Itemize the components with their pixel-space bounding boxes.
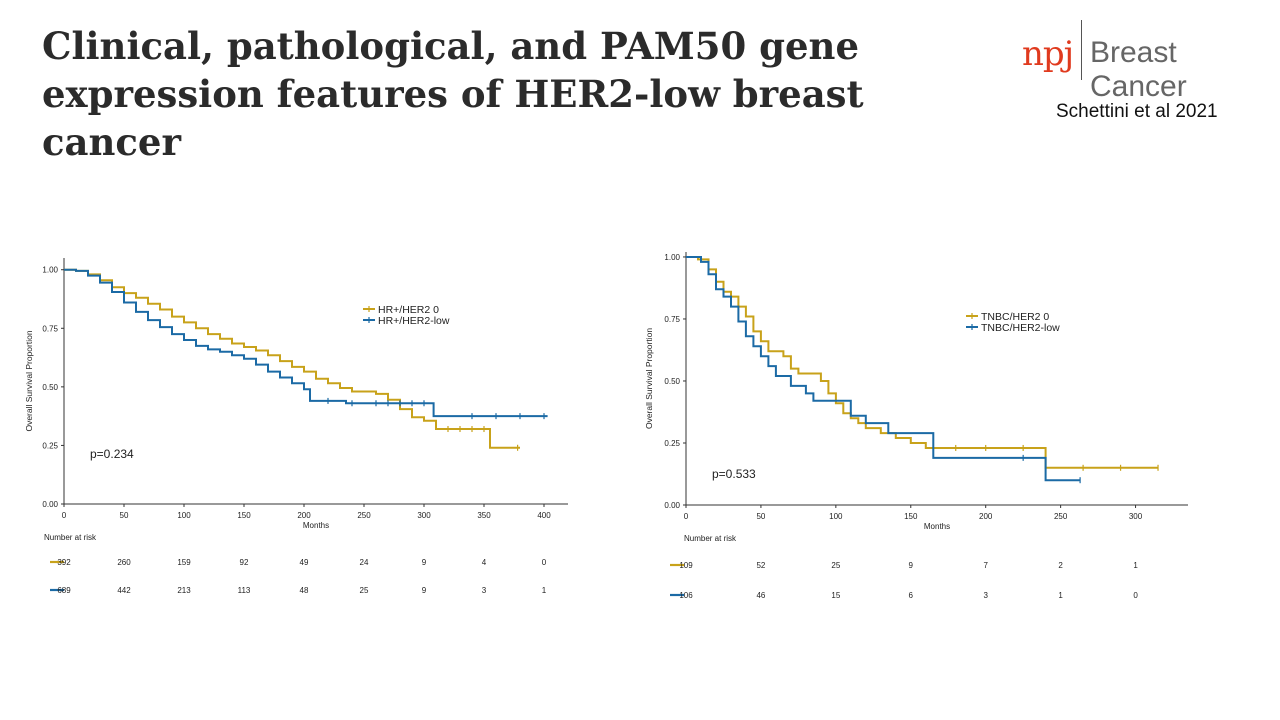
risk-count: 7	[983, 561, 988, 570]
risk-count: 1	[1133, 561, 1138, 570]
logo-mark: npj	[1022, 34, 1074, 74]
y-axis-label: Overall Survival Proportion	[644, 328, 654, 429]
y-tick-label: 0.75	[664, 315, 680, 324]
risk-count: 92	[240, 558, 249, 567]
x-tick-label: 350	[477, 511, 491, 520]
risk-count: 106	[679, 591, 693, 600]
risk-count: 213	[177, 586, 191, 595]
p-value-annotation: p=0.533	[712, 467, 756, 481]
risk-count: 1	[1058, 591, 1063, 600]
risk-count: 9	[422, 558, 427, 567]
km-curve-her2-low	[64, 268, 548, 418]
y-tick-label: 0.00	[42, 500, 58, 509]
risk-count: 9	[909, 561, 914, 570]
y-tick-label: 1.00	[664, 253, 680, 262]
x-tick-label: 200	[979, 512, 993, 521]
risk-count: 48	[300, 586, 309, 595]
x-tick-label: 300	[417, 511, 431, 520]
logo-journal-name: Breast Cancer	[1090, 36, 1187, 103]
y-tick-label: 0.25	[42, 441, 58, 450]
risk-count: 25	[360, 586, 369, 595]
risk-table-title: Number at risk	[684, 534, 737, 543]
x-axis-label: Months	[303, 521, 329, 530]
legend-label: TNBC/HER2-low	[981, 322, 1060, 334]
risk-count: 159	[177, 558, 191, 567]
legend-label: TNBC/HER2 0	[981, 311, 1049, 323]
risk-count: 260	[117, 558, 131, 567]
npj-breast-cancer-logo: npj Breast Cancer	[1022, 18, 1272, 103]
y-tick-label: 0.50	[664, 377, 680, 386]
y-tick-label: 0.50	[42, 383, 58, 392]
x-tick-label: 0	[62, 511, 67, 520]
x-tick-label: 250	[1054, 512, 1068, 521]
risk-count: 3	[482, 586, 487, 595]
risk-table-title: Number at risk	[44, 533, 97, 542]
y-tick-label: 0.00	[664, 501, 680, 510]
risk-count: 2	[1058, 561, 1063, 570]
slide-title: Clinical, pathological, and PAM50 gene e…	[42, 24, 864, 164]
p-value-annotation: p=0.234	[90, 447, 134, 461]
risk-count: 442	[117, 586, 131, 595]
risk-count: 689	[57, 586, 71, 595]
logo-divider	[1081, 20, 1082, 80]
x-axis-label: Months	[924, 522, 950, 531]
km-chart-tnbc: 0.000.250.500.751.000 50 100 150 200 250 300Mo…	[644, 252, 1188, 600]
x-tick-label: 300	[1129, 512, 1143, 521]
risk-count: 109	[679, 561, 693, 570]
y-axis-label: Overall Survival Proportion	[24, 330, 34, 431]
risk-count: 9	[422, 586, 427, 595]
risk-count: 1	[542, 586, 547, 595]
risk-count: 113	[238, 586, 251, 595]
risk-count: 25	[831, 561, 840, 570]
x-tick-label: 50	[756, 512, 765, 521]
x-tick-label: 150	[904, 512, 918, 521]
risk-count: 52	[756, 561, 765, 570]
x-tick-label: 400	[537, 511, 551, 520]
km-curve-her2-0	[686, 256, 1158, 469]
km-curve-her2-0	[64, 268, 520, 449]
risk-count: 0	[542, 558, 547, 567]
x-tick-label: 0	[684, 512, 689, 521]
legend-label: HR+/HER2-low	[378, 315, 450, 327]
risk-count: 24	[360, 558, 369, 567]
x-tick-label: 200	[297, 511, 311, 520]
risk-count: 4	[482, 558, 487, 567]
risk-count: 46	[756, 591, 765, 600]
risk-count: 0	[1133, 591, 1138, 600]
risk-count: 49	[300, 558, 309, 567]
x-tick-label: 100	[829, 512, 843, 521]
legend-label: HR+/HER2 0	[378, 304, 439, 316]
citation: Schettini et al 2021	[1056, 101, 1218, 122]
y-tick-label: 0.75	[42, 324, 58, 333]
risk-count: 6	[909, 591, 914, 600]
y-tick-label: 0.25	[664, 439, 680, 448]
risk-count: 3	[983, 591, 988, 600]
km-curve-her2-low	[686, 256, 1081, 482]
risk-count: 392	[57, 558, 71, 567]
y-tick-label: 1.00	[42, 266, 58, 275]
x-tick-label: 250	[357, 511, 371, 520]
km-chart-hr-positive: 0.000.250.500.751.000 50 100 150 200 250 300 35…	[24, 258, 568, 595]
x-tick-label: 150	[237, 511, 251, 520]
risk-count: 15	[831, 591, 840, 600]
x-tick-label: 100	[177, 511, 191, 520]
x-tick-label: 50	[120, 511, 129, 520]
